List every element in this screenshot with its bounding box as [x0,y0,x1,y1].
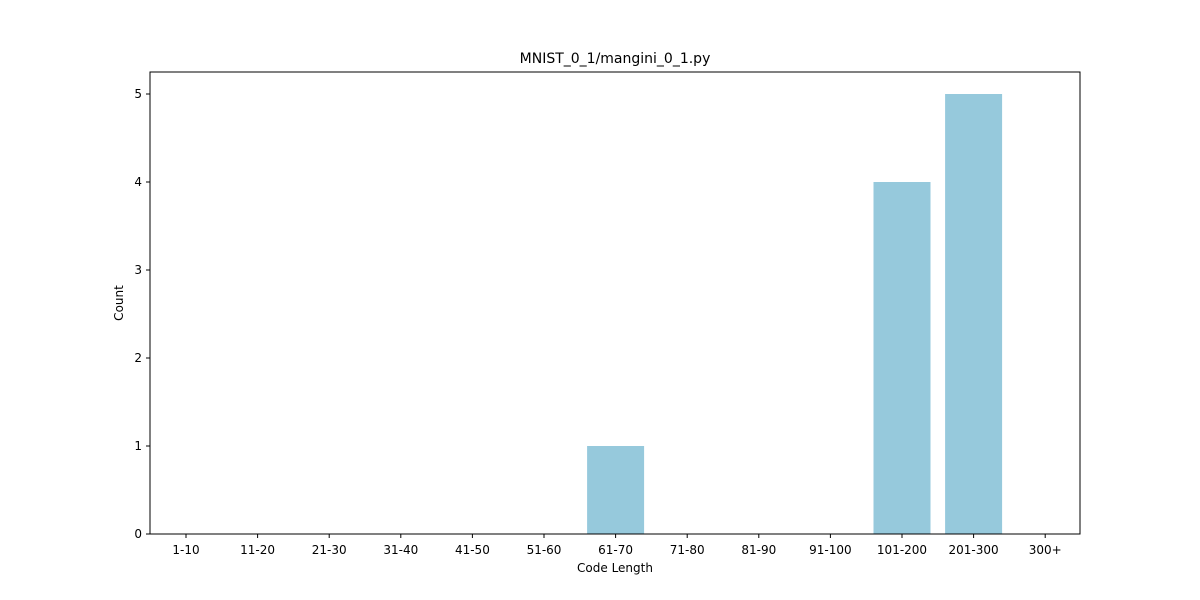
x-tick-label: 51-60 [527,543,562,557]
y-tick-label: 5 [134,87,142,101]
x-tick-label: 71-80 [670,543,705,557]
y-tick-label: 2 [134,351,142,365]
x-tick-label: 41-50 [455,543,490,557]
x-tick-label: 11-20 [240,543,275,557]
x-tick-label: 1-10 [172,543,199,557]
chart-title: MNIST_0_1/mangini_0_1.py [520,51,711,67]
y-axis-label: Count [112,285,126,321]
x-tick-label: 61-70 [598,543,633,557]
x-axis-ticks: 1-10 11-20 21-30 31-40 41-50 51-60 61-70 71-80 8… [172,534,1062,557]
bar-61-70 [587,446,645,534]
x-tick-label: 201-300 [949,543,999,557]
plot-frame [149,71,1081,535]
x-tick-label: 31-40 [383,543,418,557]
x-axis-label: Code Length [577,561,653,575]
x-tick-label: 101-200 [877,543,927,557]
y-axis-ticks: 0 1 2 3 4 5 [134,87,150,541]
y-tick-label: 1 [134,439,142,453]
bar-101-200 [873,182,931,534]
y-tick-label: 3 [134,263,142,277]
bars-group [587,94,1003,534]
x-tick-label: 91-100 [809,543,852,557]
x-tick-label: 81-90 [741,543,776,557]
x-tick-label: 21-30 [312,543,347,557]
x-tick-label: 300+ [1029,543,1062,557]
y-tick-label: 4 [134,175,142,189]
y-tick-label: 0 [134,527,142,541]
bar-201-300 [945,94,1003,534]
